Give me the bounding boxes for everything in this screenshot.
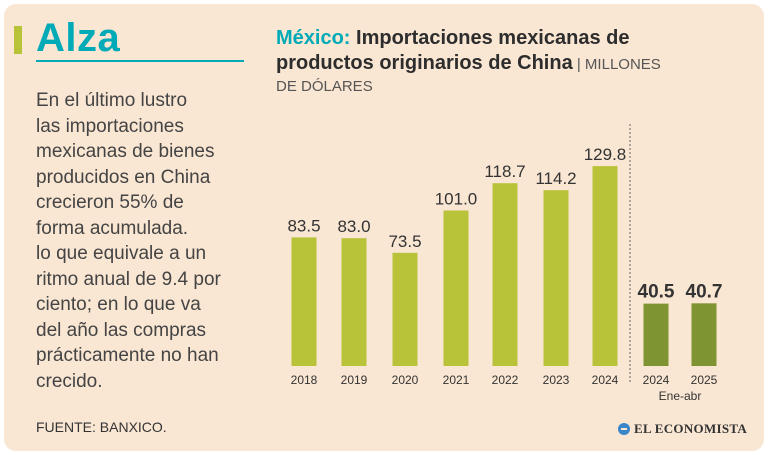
x-tick-label: 2021 (443, 373, 470, 387)
bar-value-label: 83.0 (337, 217, 370, 236)
summary-text: En el último lustro las importaciones me… (36, 88, 256, 394)
bar-value-label: 73.5 (388, 232, 421, 251)
chart-title-text-2: productos originarios de China (276, 52, 573, 74)
bar-value-label: 114.2 (535, 169, 576, 188)
chart-unit-label: | MILLONES (572, 56, 661, 73)
bar-2018 (291, 237, 317, 366)
bar-2019 (341, 238, 367, 366)
publisher-logo: EL ECONOMISTA (618, 421, 747, 437)
bar-value-label: 101.0 (435, 189, 478, 208)
bar-value-label: 83.5 (287, 216, 320, 235)
headline: Alza (36, 16, 121, 60)
bar-2024-partial (643, 303, 669, 366)
chart-title-line-2: productos originarios de China | MILLONE… (276, 51, 746, 77)
summary-line: prácticamente no han (36, 345, 219, 366)
summary-line: forma acumulada. (36, 217, 189, 239)
summary-line: crecido. (36, 370, 103, 392)
bar-2024 (592, 166, 618, 366)
bar-2023 (543, 190, 569, 366)
bar-2025-partial (691, 303, 717, 366)
logo-mark-icon (618, 423, 630, 435)
summary-line: mexicanas de bienes (36, 141, 215, 162)
chart-title-line-1: México: Importaciones mexicanas de (276, 26, 746, 51)
x-tick-label: 2024 (643, 373, 670, 387)
logo-text: EL ECONOMISTA (634, 421, 748, 436)
source-note: FUENTE: BANXICO. (36, 419, 167, 435)
summary-line: las importaciones (36, 115, 184, 137)
bar-2020 (392, 252, 418, 366)
chart-title-country: México: (276, 27, 351, 49)
x-tick-label: 2022 (492, 373, 519, 387)
chart-title: México: Importaciones mexicanas de produ… (276, 26, 746, 97)
bar-2021 (443, 210, 469, 366)
summary-line: lo que equivale a un (36, 243, 207, 264)
bar-value-label: 40.7 (686, 281, 723, 302)
summary-line: ritmo anual de 9.4 por (36, 268, 221, 290)
x-tick-label: 2019 (341, 373, 368, 387)
chart-unit-label-2: DE DÓLARES (276, 78, 373, 95)
partial-period-label: Ene-abr (659, 389, 702, 403)
x-tick-label: 2023 (543, 373, 570, 387)
bar-value-label: 118.7 (484, 162, 525, 181)
x-tick-label: 2018 (291, 373, 318, 387)
x-tick-label: 2024 (592, 373, 619, 387)
infographic-card: Alza En el último lustro las importacion… (4, 4, 764, 451)
bar-chart: 83.5 2018 83.0 2019 73.5 2020 101.0 2021 118.7 20… (287, 124, 723, 403)
headline-underline (36, 60, 244, 62)
bar-2022 (492, 183, 518, 366)
chart-title-text-1: Importaciones mexicanas de (350, 27, 630, 49)
summary-line: del año las compras (36, 319, 207, 341)
x-tick-label: 2025 (691, 373, 718, 387)
summary-line: En el último lustro (36, 90, 188, 111)
summary-line: crecieron 55% de (36, 192, 184, 213)
headline-accent-bar (14, 26, 22, 54)
bar-value-label: 129.8 (584, 145, 627, 164)
bar-value-label: 40.5 (638, 282, 675, 303)
summary-line: ciento; en lo que va (36, 294, 201, 315)
x-tick-label: 2020 (392, 373, 419, 387)
summary-line: producidos en China (36, 166, 211, 188)
